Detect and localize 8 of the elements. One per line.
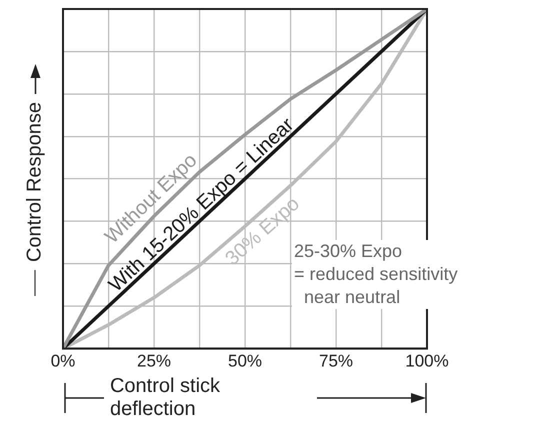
y-axis-title: Control Response xyxy=(24,101,46,262)
x-tick-label: 50% xyxy=(228,351,262,370)
x-tick-label: 25% xyxy=(136,351,172,370)
annotation: 25-30% Expo = reduced sensitivity near neutral xyxy=(294,240,458,309)
x-tick-label: 75% xyxy=(318,351,354,370)
x-tick-label: 100% xyxy=(405,351,449,370)
x-tick-label: 0% xyxy=(50,351,76,370)
x-axis-title: Control stick deflection xyxy=(110,375,222,421)
